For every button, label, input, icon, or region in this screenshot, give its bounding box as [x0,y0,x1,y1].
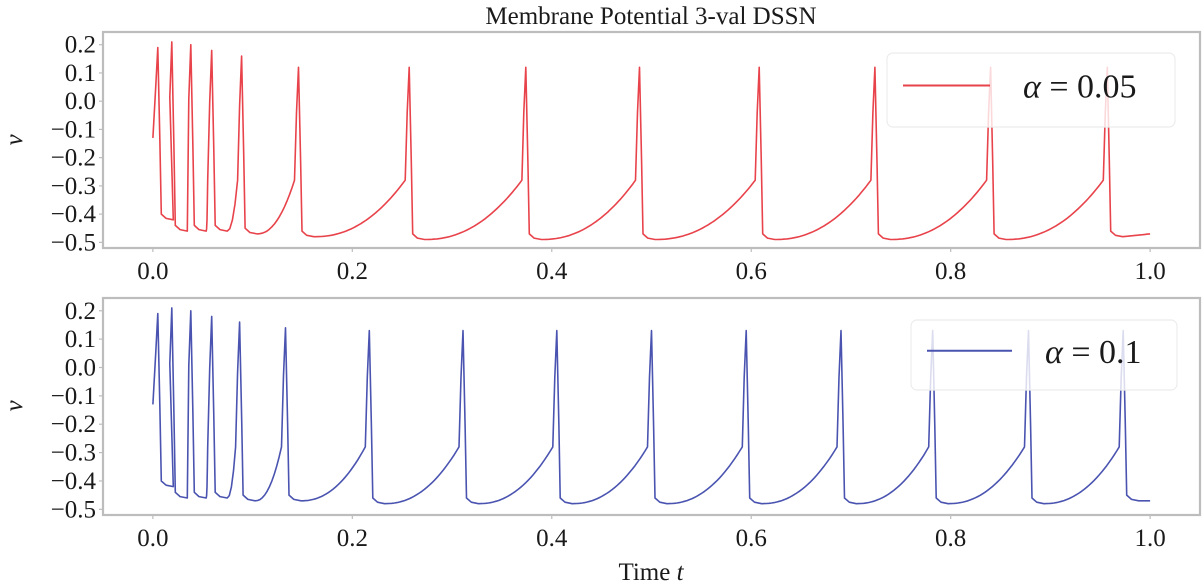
axes-frame [101,296,1202,517]
legend-box [910,319,1178,391]
subplot-alpha-0.1: v 0.20.10.0−0.1−0.2−0.3−0.4−0.5 0.0 0.2 0.… [1,296,1202,552]
y-tick-label: −0.5 [51,496,96,523]
legend-equals: = [1041,69,1077,106]
legend: α = 0.05 [886,52,1176,128]
y-tick-label: −0.3 [51,440,96,467]
x-tick-label: 0.4 [536,525,568,552]
y-tick-label: −0.4 [51,468,97,495]
y-tick-label: 0.0 [65,88,96,115]
series-line-alpha-0.1 [152,307,1151,505]
legend-alpha-symbol: α [1045,334,1064,371]
chart-title: Membrane Potential 3-val DSSN [485,3,816,30]
x-tick-label: 0.0 [137,525,168,552]
y-tick-label: 0.0 [65,354,96,381]
legend: α = 0.1 [910,319,1178,391]
y-axis-label: v [1,400,28,412]
y-tick-label: −0.2 [51,411,96,438]
legend-value: 0.1 [1099,334,1142,371]
x-tick-label: 0.4 [536,258,568,285]
x-tick-label: 0.2 [337,258,368,285]
legend-label: α = 0.05 [1023,69,1137,106]
y-tick-label: −0.1 [51,116,96,143]
y-tick-label: 0.2 [65,32,96,59]
axes-frame [101,30,1202,250]
x-axis-label-text: Time [618,559,670,585]
y-tick-label: −0.4 [51,201,97,228]
y-axis-label: v [1,134,28,146]
x-tick-label: 0.6 [736,525,767,552]
y-tick-label: 0.1 [65,326,96,353]
x-tick-label: 0.8 [935,258,966,285]
x-tick-label: 1.0 [1135,258,1166,285]
y-tick-label: −0.3 [51,173,96,200]
legend-equals: = [1063,334,1099,371]
series-line-alpha-0.05 [152,41,1151,241]
x-tick-label: 1.0 [1135,525,1166,552]
x-tick-label: 0.8 [935,525,966,552]
legend-box [886,52,1176,128]
legend-alpha-symbol: α [1023,69,1042,106]
x-tick-label: 0.6 [736,258,767,285]
x-tick-label: 0.0 [137,258,168,285]
y-tick-label: 0.1 [65,60,96,87]
y-tick-label: −0.2 [51,145,96,172]
y-tick-label: −0.1 [51,383,96,410]
y-tick-label: −0.5 [51,229,96,256]
x-axis-label: Time t [618,559,684,585]
x-tick-label: 0.2 [337,525,368,552]
legend-value: 0.05 [1077,69,1137,106]
legend-label: α = 0.1 [1045,334,1142,371]
x-axis-label-var: t [677,559,685,585]
subplot-alpha-0.05: v 0.20.10.0−0.1−0.2−0.3−0.4−0.5 0.0 0.2 0.… [1,30,1202,285]
y-tick-label: 0.2 [65,298,96,325]
